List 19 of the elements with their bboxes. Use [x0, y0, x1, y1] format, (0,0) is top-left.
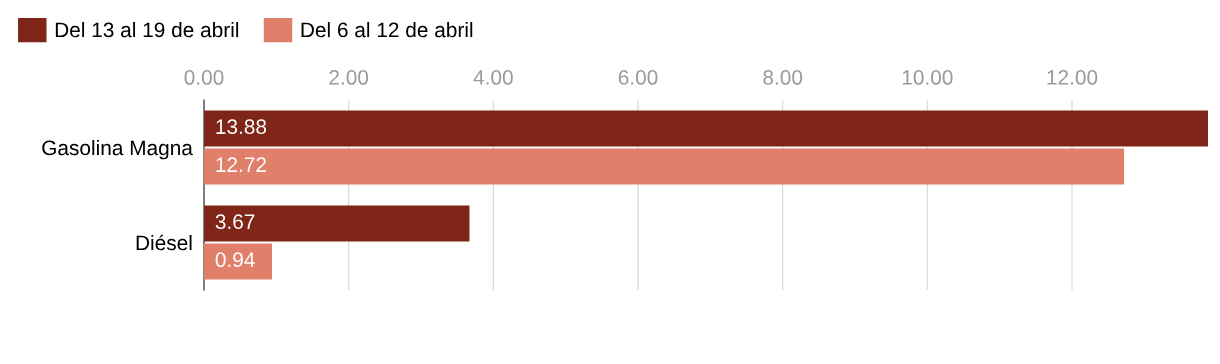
legend-label: Del 6 al 12 de abril — [301, 21, 473, 38]
bar — [204, 110, 1208, 147]
data-label: 13.88 — [216, 119, 267, 135]
data-label: 12.72 — [216, 157, 266, 172]
x-tick-label: 2.00 — [329, 70, 369, 85]
y-tick-label: Gasolina Magna — [42, 139, 193, 160]
bar — [204, 148, 1125, 185]
y-tick-label: Diésel — [136, 234, 192, 251]
x-tick-label: 12.00 — [1047, 70, 1098, 85]
x-tick-label: 8.00 — [763, 70, 803, 85]
x-tick-label: 4.00 — [473, 70, 513, 85]
data-label: 0.94 — [215, 252, 255, 268]
data-label: 3.67 — [215, 214, 255, 230]
x-tick-label: 10.00 — [902, 70, 953, 85]
x-tick-label: 0.00 — [184, 70, 224, 85]
x-tick-label: 6.00 — [618, 70, 658, 85]
bar — [204, 243, 272, 280]
legend-label: Del 13 al 19 de abril — [55, 21, 239, 38]
bar — [204, 205, 470, 242]
